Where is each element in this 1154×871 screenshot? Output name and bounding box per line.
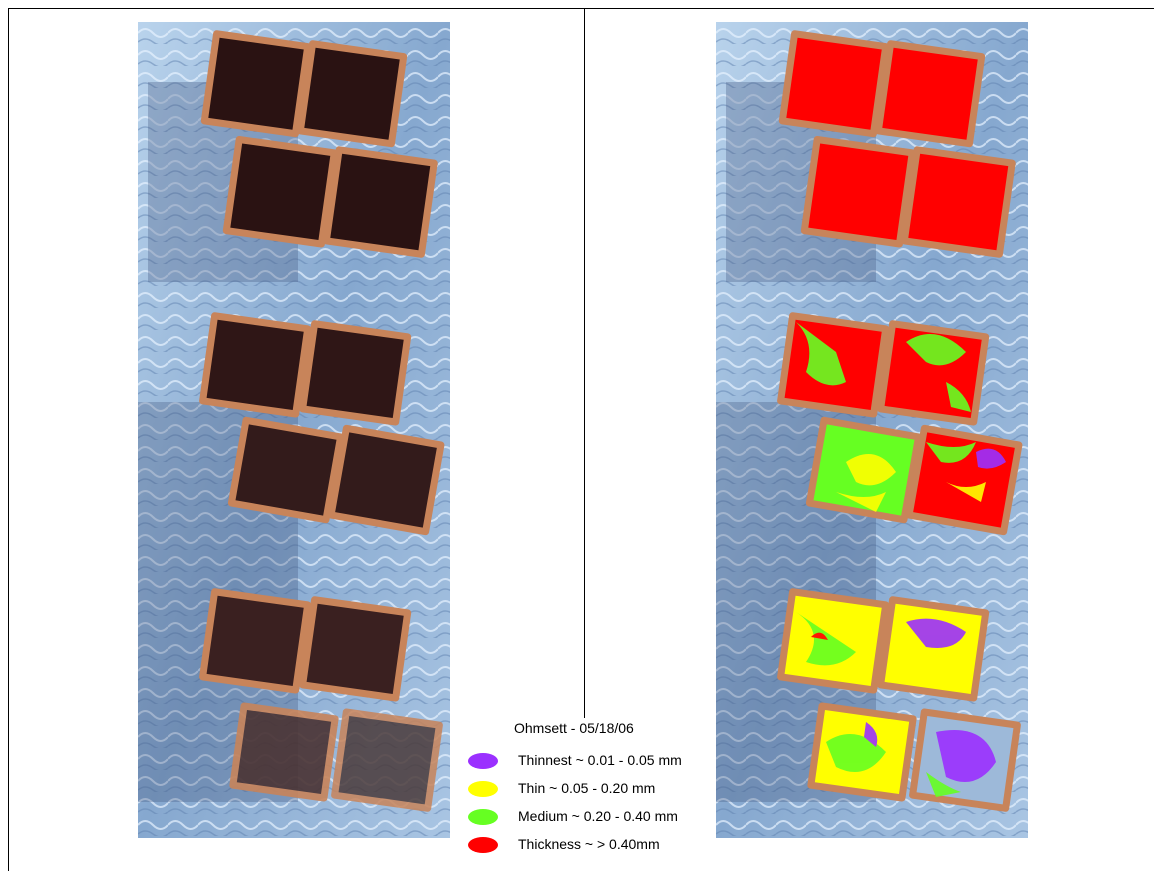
legend-label-thickness: Thickness ~ > 0.40mm (518, 836, 660, 852)
legend-item-thickness: Thickness ~ > 0.40mm (466, 834, 726, 856)
legend-label-thinnest: Thinnest ~ 0.01 - 0.05 mm (518, 752, 682, 768)
original-aerial-photo-image (138, 22, 450, 838)
legend-item-thin: Thin ~ 0.05 - 0.20 mm (466, 778, 726, 800)
legend-label-medium: Medium ~ 0.20 - 0.40 mm (518, 808, 678, 824)
legend-swatch-thinnest (468, 753, 498, 769)
legend-swatch-thickness (468, 837, 498, 853)
legend-item-thinnest: Thinnest ~ 0.01 - 0.05 mm (466, 750, 726, 772)
legend-swatch-medium (468, 809, 498, 825)
thickness-legend: Ohmsett - 05/18/06 Thinnest ~ 0.01 - 0.0… (466, 716, 726, 871)
thickness-classified-photo (716, 22, 1028, 838)
frame-left-border (8, 8, 9, 871)
thickness-classified-image (716, 22, 1028, 838)
legend-swatch-thin (468, 781, 498, 797)
original-aerial-photo (138, 22, 450, 838)
legend-title: Ohmsett - 05/18/06 (514, 720, 634, 736)
panel-divider (584, 8, 585, 718)
frame-top-border (8, 8, 1154, 9)
legend-item-medium: Medium ~ 0.20 - 0.40 mm (466, 806, 726, 828)
legend-label-thin: Thin ~ 0.05 - 0.20 mm (518, 780, 656, 796)
